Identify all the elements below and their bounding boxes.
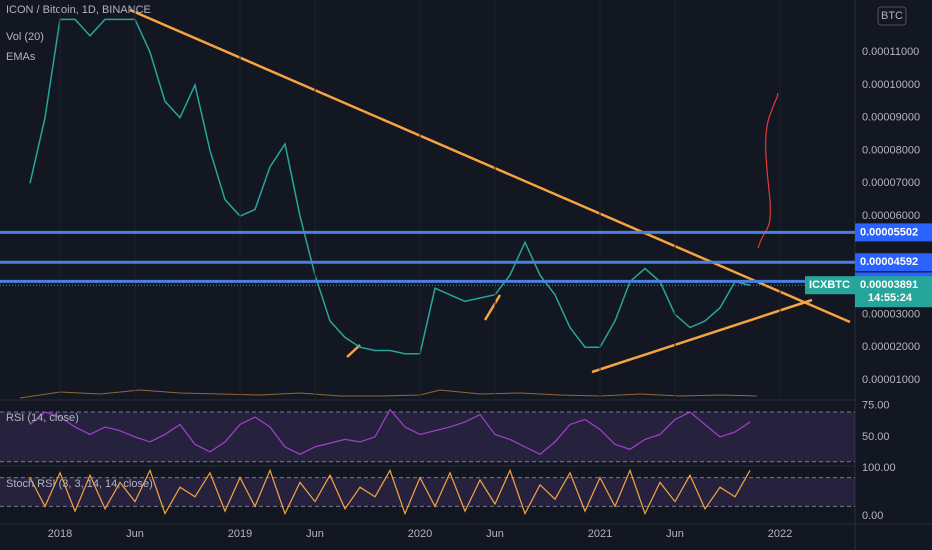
y-tick-label: 0.00008000 bbox=[862, 144, 920, 156]
x-tick-label: 2022 bbox=[768, 528, 792, 540]
level-badge bbox=[855, 253, 932, 272]
x-tick-label: 2018 bbox=[48, 528, 72, 540]
x-tick-label: Jun bbox=[486, 528, 504, 540]
pane-layer bbox=[0, 408, 855, 463]
indicator-label: Vol (20) bbox=[6, 31, 44, 43]
x-tick-label: Jun bbox=[126, 528, 144, 540]
level-label: 0.00004592 bbox=[860, 256, 918, 268]
trend-line bbox=[483, 294, 502, 321]
indicator-label: Stoch RSI (3, 3, 14, 14, close) bbox=[6, 478, 153, 490]
trend-line bbox=[346, 344, 361, 358]
indicator-line bbox=[29, 408, 751, 456]
currency-badge bbox=[877, 6, 907, 26]
y-tick-label: 0.00006000 bbox=[862, 210, 920, 222]
rsi-band bbox=[0, 412, 855, 462]
trend-line bbox=[591, 298, 813, 374]
projection bbox=[757, 92, 779, 249]
indicator-label: EMAs bbox=[6, 51, 36, 63]
y-tick-label: 0.00007000 bbox=[862, 177, 920, 189]
x-tick-label: Jun bbox=[306, 528, 324, 540]
y-tick-label: 0.00002000 bbox=[862, 341, 920, 353]
y-tick-label: 0.00 bbox=[862, 510, 883, 522]
indicator-line bbox=[29, 468, 751, 516]
y-tick-label: 75.00 bbox=[862, 400, 890, 412]
y-tick-label: 50.00 bbox=[862, 431, 890, 443]
y-tick-label: 0.00009000 bbox=[862, 112, 920, 124]
y-tick-label: 0.00003000 bbox=[862, 308, 920, 320]
level-label: 0.00005502 bbox=[860, 226, 918, 238]
y-tick-label: 0.00011000 bbox=[862, 46, 919, 58]
last-price-label: 0.00003891 bbox=[860, 279, 918, 291]
indicator-label: RSI (14, close) bbox=[6, 412, 79, 424]
x-tick-label: Jun bbox=[666, 528, 684, 540]
price-badge bbox=[855, 276, 932, 308]
x-tick-label: 2021 bbox=[588, 528, 612, 540]
price-pane bbox=[19, 8, 851, 399]
volume bbox=[19, 389, 758, 399]
currency-label: BTC bbox=[881, 10, 903, 22]
chart-title: ICON / Bitcoin, 1D, BINANCE bbox=[6, 4, 151, 16]
symbol-badge bbox=[805, 276, 855, 295]
trend-line bbox=[129, 8, 851, 324]
y-tick-label: 0.00001000 bbox=[862, 374, 920, 386]
y-tick-label: 0.00010000 bbox=[862, 79, 920, 91]
x-tick-label: 2020 bbox=[408, 528, 432, 540]
level-badge bbox=[855, 223, 932, 242]
x-tick-label: 2019 bbox=[228, 528, 252, 540]
symbol-label: ICXBTC bbox=[809, 279, 850, 291]
pane-layer bbox=[0, 468, 855, 516]
countdown: 14:55:24 bbox=[868, 292, 913, 304]
y-tick-label: 100.00 bbox=[862, 462, 896, 474]
